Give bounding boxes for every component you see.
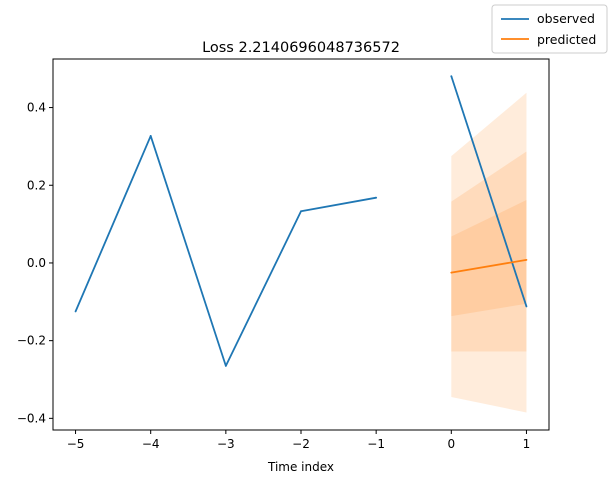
series-observed-point	[149, 135, 152, 137]
prediction-band-3	[451, 200, 527, 317]
x-axis-label: Time index	[267, 460, 334, 474]
series-observed-point	[300, 210, 302, 213]
y-tick-label: −0.2	[17, 334, 46, 348]
prediction-bands	[451, 92, 527, 413]
legend-box	[491, 4, 608, 54]
y-axis: −0.4 −0.2 0.0 0.2 0.4	[17, 101, 53, 425]
x-tick-label: −2	[292, 437, 310, 451]
series-observed-line-1	[74, 135, 377, 367]
x-tick-label: 0	[447, 437, 455, 451]
y-tick-label: 0.0	[27, 256, 46, 270]
series-observed-line-2	[450, 75, 528, 307]
x-tick-label: −1	[367, 437, 385, 451]
series-observed-point	[224, 365, 227, 367]
series-observed-point	[375, 196, 378, 199]
series-predicted-line-1	[451, 258, 527, 274]
legend-label-predicted: predicted	[537, 32, 596, 47]
y-tick-label: 0.2	[27, 178, 46, 192]
series-observed-point	[450, 75, 453, 77]
x-tick-label: 1	[523, 437, 531, 451]
series-predicted-point	[525, 258, 528, 261]
x-tick-label: −3	[217, 437, 235, 451]
legend-label-observed: observed	[537, 11, 595, 26]
chart-title: Loss 2.2140696048736572	[202, 40, 400, 56]
x-tick-label: −4	[142, 437, 160, 451]
series-lines	[74, 75, 528, 367]
prediction-band-2	[451, 151, 527, 352]
x-tick-label: −5	[67, 437, 85, 451]
y-tick-label: −0.4	[17, 411, 46, 425]
series-observed-point	[74, 310, 77, 313]
series-observed-point	[525, 305, 528, 308]
prediction-band-1	[451, 92, 527, 413]
legend: observed predicted	[491, 4, 608, 54]
series-predicted-point	[450, 271, 453, 274]
x-axis: −5 −4 −3 −2 −1 0 1	[67, 430, 531, 451]
y-tick-label: 0.4	[27, 101, 46, 115]
